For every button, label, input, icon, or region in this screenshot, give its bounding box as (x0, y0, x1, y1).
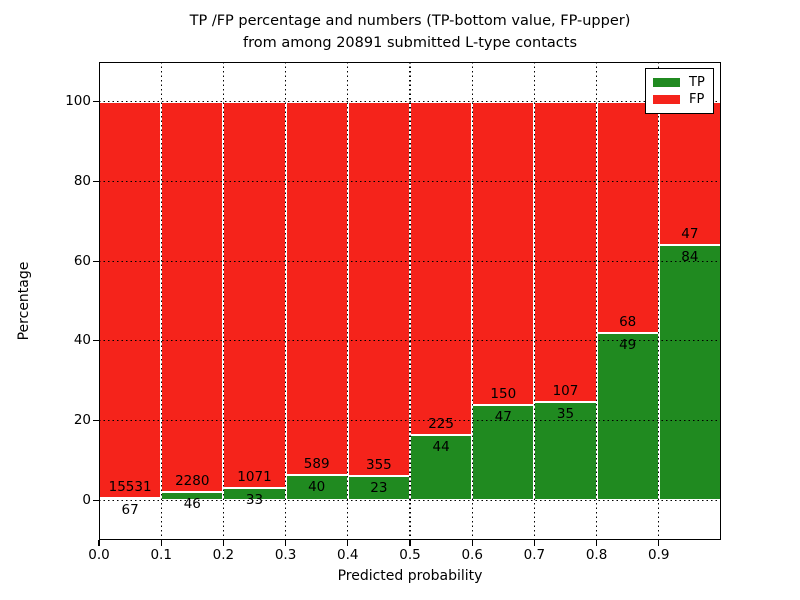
x-tick-mark (595, 540, 598, 546)
x-tick-label: 0.7 (523, 547, 546, 563)
x-axis-label: Predicted probability (337, 568, 483, 584)
legend-label-tp: TP (689, 74, 705, 90)
x-tick-mark (409, 540, 411, 546)
y-axis-label: Percentage (16, 261, 32, 341)
x-tick-label: 0.0 (88, 547, 110, 563)
y-tick-label: 100 (65, 93, 91, 110)
chart-title-line1: TP /FP percentage and numbers (TP-bottom… (189, 13, 631, 29)
fp-swatch-icon (653, 95, 680, 105)
x-tick-mark (347, 540, 349, 546)
y-tick-label: 0 (82, 491, 91, 508)
x-tick-mark (658, 540, 660, 546)
x-tick-label: 0.2 (212, 547, 235, 563)
x-tick-label: 0.8 (585, 547, 608, 563)
x-tick-label: 0.5 (399, 547, 421, 563)
x-tick-mark (222, 540, 225, 546)
legend-row-tp: TP (653, 76, 706, 89)
x-tick-label: 0.3 (274, 547, 297, 563)
x-tick-label: 0.6 (461, 547, 483, 563)
legend-label-fp: FP (689, 92, 705, 108)
y-tick-label: 20 (73, 412, 91, 428)
x-tick-mark (533, 540, 536, 546)
x-tick-mark (160, 540, 162, 546)
legend: TP FP (645, 68, 714, 114)
y-tick-label: 60 (73, 252, 91, 269)
plot-frame (99, 62, 721, 540)
y-tick-label: 80 (73, 173, 91, 189)
tp-swatch-icon (653, 77, 680, 87)
x-tick-mark (98, 540, 100, 546)
chart-title: TP /FP percentage and numbers (TP-bottom… (99, 10, 721, 54)
x-tick-mark (471, 540, 473, 546)
x-tick-label: 0.4 (337, 547, 359, 563)
chart-title-line2: from among 20891 submitted L-type contac… (242, 35, 578, 51)
x-tick-mark (284, 540, 287, 546)
legend-row-fp: FP (653, 93, 706, 106)
x-tick-label: 0.9 (648, 547, 670, 563)
x-tick-label: 0.1 (150, 547, 172, 563)
y-tick-label: 40 (73, 332, 91, 349)
